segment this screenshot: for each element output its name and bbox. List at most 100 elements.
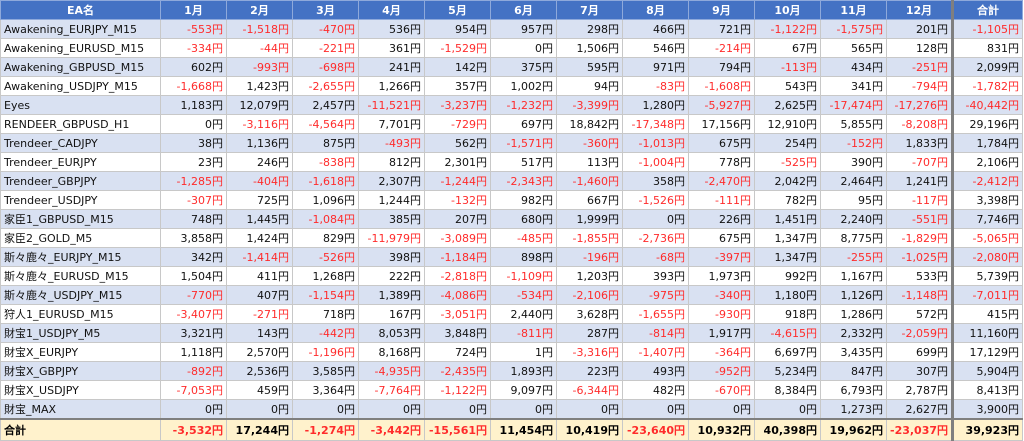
month-value-cell[interactable]: 2,457円 xyxy=(292,95,359,115)
month-value-cell[interactable]: 287円 xyxy=(556,323,623,343)
row-total-cell[interactable]: -2,080円 xyxy=(951,247,1023,267)
ea-name-cell[interactable]: Eyes xyxy=(0,95,161,115)
month-value-cell[interactable]: 718円 xyxy=(292,304,359,324)
footer-month-total-cell[interactable]: -23,640円 xyxy=(622,418,689,441)
month-value-cell[interactable]: 466円 xyxy=(622,19,689,39)
month-value-cell[interactable]: -3,407円 xyxy=(160,304,227,324)
month-value-cell[interactable]: 1,126円 xyxy=(820,285,887,305)
ea-name-cell[interactable]: 斯々鹿々_USDJPY_M15 xyxy=(0,285,161,305)
month-value-cell[interactable]: -117円 xyxy=(886,190,953,210)
row-total-cell[interactable]: -40,442円 xyxy=(951,95,1023,115)
month-value-cell[interactable]: 2,625円 xyxy=(754,95,821,115)
month-value-cell[interactable]: -1,526円 xyxy=(622,190,689,210)
month-value-cell[interactable]: 595円 xyxy=(556,57,623,77)
month-value-cell[interactable]: -4,935円 xyxy=(358,361,425,381)
month-value-cell[interactable]: 375円 xyxy=(490,57,557,77)
month-value-cell[interactable]: -6,344円 xyxy=(556,380,623,400)
month-value-cell[interactable]: -2,818円 xyxy=(424,266,491,286)
header-month-1[interactable]: 1月 xyxy=(160,0,227,20)
month-value-cell[interactable]: -811円 xyxy=(490,323,557,343)
month-value-cell[interactable]: 2,301円 xyxy=(424,152,491,172)
row-total-cell[interactable]: 2,099円 xyxy=(951,57,1023,77)
header-ea-name[interactable]: EA名 xyxy=(0,0,161,20)
month-value-cell[interactable]: 562円 xyxy=(424,133,491,153)
month-value-cell[interactable]: 254円 xyxy=(754,133,821,153)
month-value-cell[interactable]: -838円 xyxy=(292,152,359,172)
month-value-cell[interactable]: -44円 xyxy=(226,38,293,58)
month-value-cell[interactable]: -1,285円 xyxy=(160,171,227,191)
month-value-cell[interactable]: 725円 xyxy=(226,190,293,210)
month-value-cell[interactable]: 898円 xyxy=(490,247,557,267)
month-value-cell[interactable]: -1,414円 xyxy=(226,247,293,267)
month-value-cell[interactable]: 1,424円 xyxy=(226,228,293,248)
month-value-cell[interactable]: 0円 xyxy=(622,399,689,420)
month-value-cell[interactable]: 1,180円 xyxy=(754,285,821,305)
month-value-cell[interactable]: 1,893円 xyxy=(490,361,557,381)
month-value-cell[interactable]: 3,628円 xyxy=(556,304,623,324)
month-value-cell[interactable]: -132円 xyxy=(424,190,491,210)
row-total-cell[interactable]: 415円 xyxy=(951,304,1023,324)
ea-name-cell[interactable]: Awakening_USDJPY_M15 xyxy=(0,76,161,96)
month-value-cell[interactable]: 1,286円 xyxy=(820,304,887,324)
row-total-cell[interactable]: -1,782円 xyxy=(951,76,1023,96)
month-value-cell[interactable]: -113円 xyxy=(754,57,821,77)
month-value-cell[interactable]: 1,280円 xyxy=(622,95,689,115)
month-value-cell[interactable]: -83円 xyxy=(622,76,689,96)
month-value-cell[interactable]: 517円 xyxy=(490,152,557,172)
month-value-cell[interactable]: -1,518円 xyxy=(226,19,293,39)
month-value-cell[interactable]: 246円 xyxy=(226,152,293,172)
month-value-cell[interactable]: 1,347円 xyxy=(754,247,821,267)
month-value-cell[interactable]: -470円 xyxy=(292,19,359,39)
month-value-cell[interactable]: -360円 xyxy=(556,133,623,153)
month-value-cell[interactable]: -364円 xyxy=(688,342,755,362)
month-value-cell[interactable]: 358円 xyxy=(622,171,689,191)
month-value-cell[interactable]: 222円 xyxy=(358,266,425,286)
header-month-8[interactable]: 8月 xyxy=(622,0,689,20)
month-value-cell[interactable]: -404円 xyxy=(226,171,293,191)
header-month-9[interactable]: 9月 xyxy=(688,0,755,20)
month-value-cell[interactable]: -794円 xyxy=(886,76,953,96)
month-value-cell[interactable]: -1,122円 xyxy=(424,380,491,400)
month-value-cell[interactable]: 3,585円 xyxy=(292,361,359,381)
month-value-cell[interactable]: -397円 xyxy=(688,247,755,267)
month-value-cell[interactable]: 6,793円 xyxy=(820,380,887,400)
month-value-cell[interactable]: -493円 xyxy=(358,133,425,153)
month-value-cell[interactable]: -952円 xyxy=(688,361,755,381)
month-value-cell[interactable]: 572円 xyxy=(886,304,953,324)
month-value-cell[interactable]: 5,234円 xyxy=(754,361,821,381)
row-total-cell[interactable]: 11,160円 xyxy=(951,323,1023,343)
month-value-cell[interactable]: 1,833円 xyxy=(886,133,953,153)
month-value-cell[interactable]: -3,316円 xyxy=(556,342,623,362)
month-value-cell[interactable]: 341円 xyxy=(820,76,887,96)
footer-grand-total-cell[interactable]: 39,923円 xyxy=(951,418,1023,441)
month-value-cell[interactable]: -4,615円 xyxy=(754,323,821,343)
month-value-cell[interactable]: 207円 xyxy=(424,209,491,229)
month-value-cell[interactable]: -17,276円 xyxy=(886,95,953,115)
month-value-cell[interactable]: 0円 xyxy=(424,399,491,420)
month-value-cell[interactable]: 0円 xyxy=(490,38,557,58)
month-value-cell[interactable]: -930円 xyxy=(688,304,755,324)
month-value-cell[interactable]: -340円 xyxy=(688,285,755,305)
month-value-cell[interactable]: 128円 xyxy=(886,38,953,58)
month-value-cell[interactable]: 361円 xyxy=(358,38,425,58)
month-value-cell[interactable]: -11,979円 xyxy=(358,228,425,248)
month-value-cell[interactable]: 675円 xyxy=(688,133,755,153)
month-value-cell[interactable]: 9,097円 xyxy=(490,380,557,400)
month-value-cell[interactable]: 2,042円 xyxy=(754,171,821,191)
row-total-cell[interactable]: 7,746円 xyxy=(951,209,1023,229)
month-value-cell[interactable]: 94円 xyxy=(556,76,623,96)
month-value-cell[interactable]: 2,536円 xyxy=(226,361,293,381)
month-value-cell[interactable]: -1,608円 xyxy=(688,76,755,96)
month-value-cell[interactable]: 1,096円 xyxy=(292,190,359,210)
month-value-cell[interactable]: 992円 xyxy=(754,266,821,286)
row-total-cell[interactable]: 2,106円 xyxy=(951,152,1023,172)
month-value-cell[interactable]: 307円 xyxy=(886,361,953,381)
month-value-cell[interactable]: 680円 xyxy=(490,209,557,229)
month-value-cell[interactable]: 667円 xyxy=(556,190,623,210)
month-value-cell[interactable]: -975円 xyxy=(622,285,689,305)
month-value-cell[interactable]: 533円 xyxy=(886,266,953,286)
month-value-cell[interactable]: -3,237円 xyxy=(424,95,491,115)
header-month-11[interactable]: 11月 xyxy=(820,0,887,20)
month-value-cell[interactable]: -2,059円 xyxy=(886,323,953,343)
month-value-cell[interactable]: 748円 xyxy=(160,209,227,229)
